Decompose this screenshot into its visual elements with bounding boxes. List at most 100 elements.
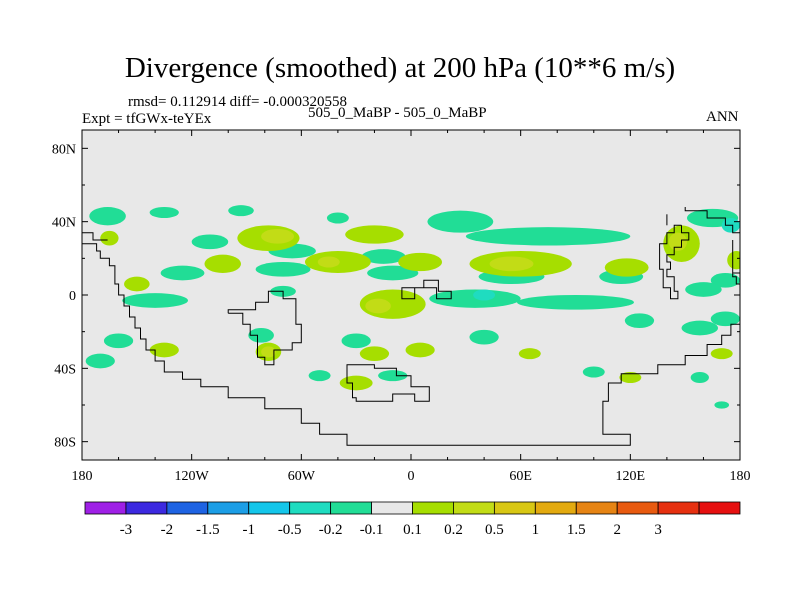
- x-tick-label-6: 180: [730, 469, 751, 484]
- field-blob-7: [191, 234, 229, 250]
- colorbar-label-7: 0.1: [403, 522, 422, 538]
- field-blob-16: [668, 232, 687, 251]
- colorbar-label-11: 1.5: [567, 522, 586, 538]
- colorbar-label-0: -3: [120, 522, 133, 538]
- colorbar-label-10: 1: [532, 522, 540, 538]
- stats-line: rmsd= 0.112914 diff= -0.000320558: [128, 94, 347, 110]
- field-blob-11: [100, 230, 119, 246]
- field-blob-39: [365, 298, 391, 314]
- x-tick-label-1: 120W: [175, 469, 210, 484]
- colorbar-swatch-14: [657, 501, 700, 515]
- colorbar-label-1: -2: [161, 522, 174, 538]
- colorbar-swatch-13: [616, 501, 659, 515]
- field-blob-47: [149, 342, 179, 358]
- chart-title: Divergence (smoothed) at 200 hPa (10**6 …: [124, 52, 676, 84]
- field-blob-3: [326, 212, 349, 224]
- axis-ticks: 180 120W 60W 0 60E 120E 180 80N 40N 0 40S 80S: [52, 130, 751, 484]
- field-blob-18: [255, 262, 311, 277]
- coastline-8: [732, 240, 740, 285]
- field-blob-60: [619, 372, 642, 383]
- colorbar-swatch-8: [412, 501, 454, 515]
- field-blob-10: [465, 227, 631, 246]
- field-blob-26: [398, 252, 443, 272]
- colorbar-swatch-9: [453, 501, 495, 515]
- colorbar-label-9: 0.5: [485, 522, 504, 538]
- field-blob-34: [517, 295, 634, 310]
- field-blob-53: [710, 348, 733, 360]
- colorbar-label-6: -0.1: [360, 522, 384, 538]
- coastline-0: [82, 243, 740, 446]
- coastlines: [82, 207, 740, 446]
- colorbar-swatch-5: [289, 501, 332, 515]
- colorbar-label-8: 0.2: [444, 522, 463, 538]
- field-blob-40: [624, 313, 655, 328]
- field-blob-17: [160, 265, 205, 281]
- field-blob-50: [359, 346, 390, 361]
- field-blob-58: [690, 372, 709, 383]
- field-blob-23: [204, 254, 242, 273]
- y-tick-label-3: 40S: [54, 362, 76, 377]
- colorbar-swatch-0: [84, 501, 127, 515]
- field-blob-54: [85, 353, 115, 369]
- field-blob-56: [378, 370, 408, 382]
- comparison-label: 505_0_MaBP - 505_0_MaBP: [308, 105, 487, 121]
- field-blob-41: [681, 320, 719, 336]
- field-blob-19: [367, 265, 419, 281]
- field-blob-44: [248, 328, 274, 343]
- field-blob-46: [469, 329, 499, 345]
- x-tick-label-0: 180: [72, 469, 93, 484]
- x-tick-label-2: 60W: [288, 469, 316, 484]
- field-blob-52: [518, 348, 541, 360]
- field-blob-57: [582, 366, 605, 378]
- field-blob-59: [339, 375, 373, 391]
- field-blob-51: [405, 342, 435, 358]
- y-tick-label-2: 0: [69, 289, 76, 304]
- colorbar-label-3: -1: [243, 522, 256, 538]
- colorbar-swatch-15: [698, 501, 741, 515]
- field-blob-4: [427, 210, 494, 233]
- colorbar-swatch-10: [493, 501, 536, 515]
- field-blob-30: [727, 251, 740, 270]
- colorbar-label-5: -0.2: [319, 522, 343, 538]
- colorbar-swatch-6: [330, 501, 372, 515]
- field-blob-1: [149, 207, 179, 218]
- field-blob-35: [473, 289, 496, 301]
- field-blob-42: [710, 311, 740, 327]
- field-blob-14: [345, 225, 404, 244]
- colorbar-swatch-4: [248, 501, 291, 515]
- field-blob-29: [604, 258, 649, 277]
- y-tick-label-4: 80S: [54, 436, 76, 451]
- y-tick-label-0: 80N: [52, 142, 76, 157]
- colorbar-swatch-11: [534, 501, 577, 515]
- coastline-5: [659, 224, 690, 300]
- colorbar-swatch-3: [207, 501, 250, 515]
- field-blob-33: [429, 289, 521, 308]
- field-blob-49: [261, 346, 276, 358]
- colorbar-swatch-7: [371, 501, 413, 515]
- coastline-1: [82, 232, 108, 241]
- field-blob-43: [103, 333, 134, 349]
- field-blob-61: [714, 401, 730, 409]
- colorbar-label-2: -1.5: [196, 522, 220, 538]
- field-blob-31: [122, 293, 189, 308]
- field-blob-37: [124, 276, 150, 292]
- coastline-2: [227, 290, 302, 366]
- colorbar-label-12: 2: [613, 522, 621, 538]
- field-blob-13: [261, 229, 295, 244]
- x-tick-label-4: 60E: [509, 469, 532, 484]
- colorbar-label-13: 3: [654, 522, 662, 538]
- field-blob-25: [317, 256, 340, 268]
- x-tick-label-3: 0: [408, 469, 415, 484]
- coastline-7: [684, 207, 740, 234]
- field-blob-2: [228, 205, 254, 217]
- coastline-3: [401, 279, 452, 300]
- field-blob-55: [308, 370, 331, 382]
- x-tick-label-5: 120E: [616, 469, 646, 484]
- y-tick-label-1: 40N: [52, 216, 76, 231]
- colorbar-label-4: -0.5: [278, 522, 302, 538]
- colorbar: -3 -2 -1.5 -1 -0.5 -0.2 -0.1 0.1 0.2 0.5 1 1.5 2 3: [84, 501, 741, 538]
- field-blob-0: [89, 207, 126, 226]
- field-blob-28: [489, 256, 534, 272]
- coastline-4: [346, 364, 430, 402]
